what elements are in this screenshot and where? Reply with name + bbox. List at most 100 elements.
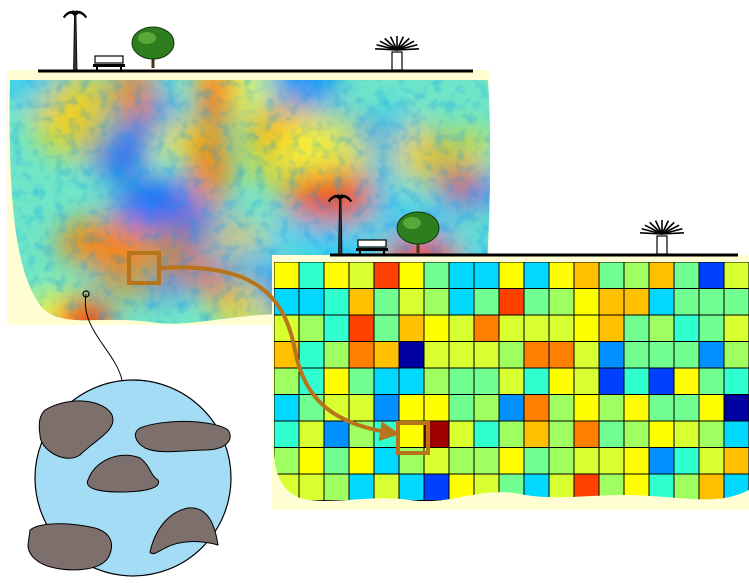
scenery	[62, 10, 684, 255]
grid-cell	[274, 367, 300, 395]
grid-cell	[548, 447, 575, 475]
grid-cell	[473, 420, 500, 448]
grid-cell	[323, 367, 350, 395]
fern-trunk	[391, 51, 403, 71]
grid-cell	[423, 367, 450, 395]
grid-cell	[298, 447, 325, 475]
grid-cell	[523, 367, 550, 395]
grid-cell	[548, 394, 575, 422]
grid-cell	[573, 314, 600, 342]
grid-cell	[373, 341, 400, 369]
grid-cell	[673, 473, 700, 501]
grid-cell	[548, 420, 575, 448]
tree-highlight	[138, 32, 156, 44]
continents-part	[86, 454, 160, 493]
grid-cell	[498, 367, 525, 395]
grid-cell	[548, 314, 575, 342]
fern-leaf	[389, 36, 398, 51]
grid-cell	[698, 288, 725, 316]
bench-back	[94, 55, 124, 64]
grid-cell	[648, 447, 675, 475]
grid-cell	[573, 447, 600, 475]
grid-cell	[498, 420, 525, 448]
grid-cell	[398, 314, 425, 342]
arrow	[159, 265, 400, 442]
grid-cell	[548, 262, 575, 289]
grid-cell	[523, 262, 550, 289]
grid-cell	[673, 394, 700, 422]
grid-cell	[648, 341, 675, 369]
grid-cell	[274, 447, 300, 475]
grid-cell	[348, 447, 375, 475]
grid-cell	[623, 420, 650, 448]
grid-cell	[423, 314, 450, 342]
fern-leaf	[396, 47, 419, 51]
grid-cell	[398, 473, 425, 501]
grid-cell	[673, 447, 700, 475]
grid-cell	[548, 473, 575, 501]
grid-cell	[623, 367, 650, 395]
bench-back	[357, 239, 387, 248]
grid-cell	[673, 262, 700, 289]
grid-cell	[473, 288, 500, 316]
grid-cell	[698, 262, 725, 289]
grid-cell	[348, 341, 375, 369]
grid-cell	[373, 288, 400, 316]
grid-cell	[523, 288, 550, 316]
grid-cell	[298, 394, 325, 422]
grid-cell	[423, 394, 450, 422]
palm-leaf	[74, 11, 88, 19]
grid-cell	[523, 420, 550, 448]
grid-cell	[723, 394, 749, 422]
grid-cell	[348, 314, 375, 342]
grid-cell	[274, 420, 300, 448]
fern-leaf	[661, 220, 670, 235]
grid-cell	[723, 288, 749, 316]
grid-cell	[573, 394, 600, 422]
grid-cell	[498, 314, 525, 342]
grid-cell	[648, 288, 675, 316]
grid-cell	[573, 341, 600, 369]
tree-crown	[131, 26, 175, 60]
grid-cell	[723, 341, 749, 369]
grid-cell	[373, 447, 400, 475]
grid-cell	[498, 262, 525, 289]
grid-cell	[523, 314, 550, 342]
tree-crown	[396, 211, 440, 245]
grid-cell	[498, 288, 525, 316]
grid-cell	[698, 473, 725, 501]
grid-cell	[373, 262, 400, 289]
grid-cell	[498, 341, 525, 369]
grid-cell	[498, 394, 525, 422]
grid-cell	[673, 314, 700, 342]
grid-cell	[648, 420, 675, 448]
bench-seat	[93, 64, 125, 67]
grid-cell	[448, 394, 475, 422]
grid-cell	[623, 288, 650, 316]
grid-cell	[373, 394, 400, 422]
grid-cell	[623, 262, 650, 289]
grid-cell	[573, 262, 600, 289]
grid-cell	[648, 314, 675, 342]
grid-cell	[348, 473, 375, 501]
grid-cell	[723, 420, 749, 448]
grid-cell	[348, 367, 375, 395]
grid-cell	[398, 288, 425, 316]
bench-seat	[356, 248, 388, 251]
palm-leaf	[339, 195, 353, 203]
grid-cell	[548, 288, 575, 316]
grid-cell	[423, 473, 450, 501]
continents	[27, 400, 231, 571]
grid-cell	[373, 367, 400, 395]
fern-trunk	[656, 235, 668, 255]
grid-cell	[323, 314, 350, 342]
grid-cell	[448, 420, 475, 448]
grid-cell	[323, 473, 350, 501]
grid-cell	[373, 473, 400, 501]
grid-cell	[473, 341, 500, 369]
fern-leaf	[661, 231, 684, 235]
grid-cell	[623, 341, 650, 369]
grid-cell	[548, 341, 575, 369]
tree-trunk	[416, 241, 420, 253]
grid-cell	[348, 394, 375, 422]
